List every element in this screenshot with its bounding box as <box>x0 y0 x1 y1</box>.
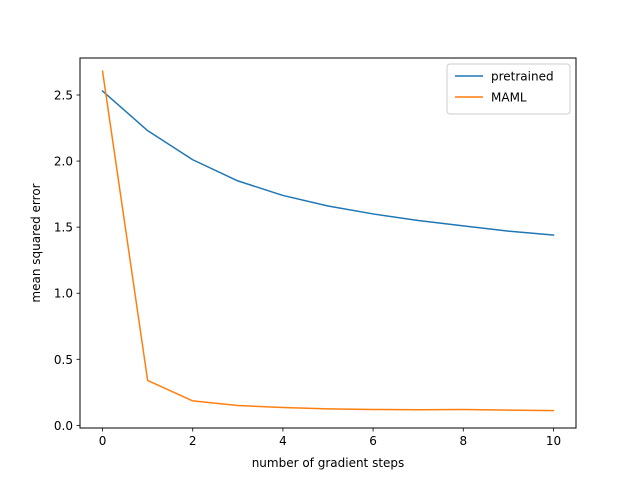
x-tick-label: 0 <box>99 434 107 448</box>
x-tick-label: 2 <box>189 434 197 448</box>
y-tick-label: 1.0 <box>54 287 73 301</box>
y-axis-ticks: 0.0 0.5 1.0 1.5 2.0 2.5 <box>54 89 80 433</box>
y-tick-label: 0.5 <box>54 353 73 367</box>
x-tick-label: 10 <box>546 434 561 448</box>
plot-lines <box>101 70 555 412</box>
y-tick-label: 2.5 <box>54 89 73 103</box>
series-line-maml <box>101 70 555 412</box>
x-axis-ticks: 0 2 4 6 8 10 <box>99 428 561 448</box>
legend-label-pretrained: pretrained <box>491 70 554 84</box>
y-axis-label: mean squared error <box>29 183 43 302</box>
y-tick-label: 1.5 <box>54 221 73 235</box>
y-tick-label: 2.0 <box>54 155 73 169</box>
legend: pretrained MAML <box>446 63 571 115</box>
legend-label-maml: MAML <box>491 91 527 105</box>
series-line-pretrained <box>101 89 555 236</box>
x-axis-label: number of gradient steps <box>252 456 405 470</box>
plot-frame <box>79 57 577 429</box>
x-tick-label: 4 <box>279 434 287 448</box>
y-tick-label: 0.0 <box>54 419 73 433</box>
x-tick-label: 8 <box>459 434 467 448</box>
x-tick-label: 6 <box>369 434 377 448</box>
